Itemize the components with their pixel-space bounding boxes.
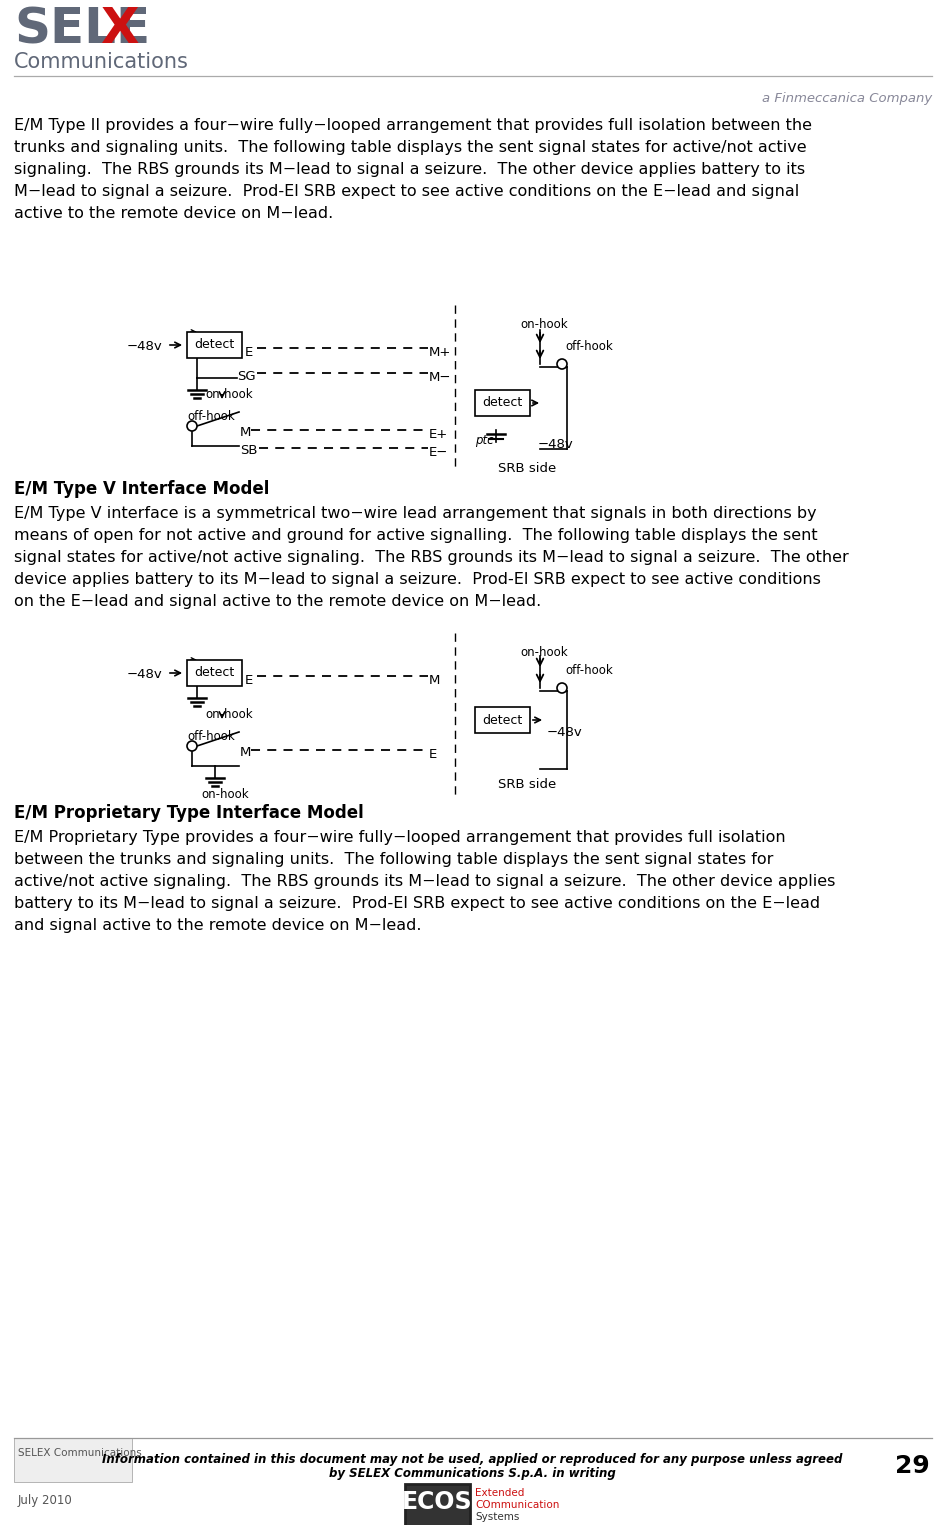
- Text: on-hook: on-hook: [205, 708, 252, 721]
- Text: SELE: SELE: [14, 5, 150, 53]
- Circle shape: [187, 421, 196, 432]
- Bar: [14, 1438, 132, 1482]
- Text: battery to its M−lead to signal a seizure.  Prod-El SRB expect to see active con: battery to its M−lead to signal a seizur…: [14, 897, 819, 910]
- Text: trunks and signaling units.  The following table displays the sent signal states: trunks and signaling units. The followin…: [14, 140, 806, 156]
- Text: active/not active signaling.  The RBS grounds its M−lead to signal a seizure.  T: active/not active signaling. The RBS gro…: [14, 874, 834, 889]
- Text: Information contained in this document may not be used, applied or reproduced fo: Information contained in this document m…: [102, 1453, 841, 1466]
- Text: between the trunks and signaling units.  The following table displays the sent s: between the trunks and signaling units. …: [14, 852, 772, 868]
- Text: on-hook: on-hook: [519, 319, 567, 331]
- Text: −48v: −48v: [126, 340, 161, 352]
- Text: E/M Proprietary Type provides a four−wire fully−looped arrangement that provides: E/M Proprietary Type provides a four−wir…: [14, 830, 784, 845]
- Text: E/M Type V interface is a symmetrical two−wire lead arrangement that signals in : E/M Type V interface is a symmetrical tw…: [14, 506, 816, 522]
- Text: by SELEX Communications S.p.A. in writing: by SELEX Communications S.p.A. in writin…: [329, 1467, 615, 1479]
- Text: means of open for not active and ground for active signalling.  The following ta: means of open for not active and ground …: [14, 528, 817, 543]
- Text: X: X: [100, 5, 139, 53]
- Text: detect: detect: [481, 714, 522, 726]
- Text: E: E: [244, 674, 253, 686]
- Text: 29: 29: [894, 1453, 929, 1478]
- Text: off-hook: off-hook: [565, 663, 612, 677]
- Text: SRB side: SRB side: [497, 462, 556, 474]
- Text: −48v: −48v: [547, 726, 582, 740]
- Text: E/M Type II provides a four−wire fully−looped arrangement that provides full iso: E/M Type II provides a four−wire fully−l…: [14, 117, 811, 133]
- Text: COmmunication: COmmunication: [475, 1501, 559, 1510]
- Bar: [475, 708, 530, 734]
- Text: E+: E+: [429, 429, 447, 441]
- Text: on-hook: on-hook: [205, 387, 252, 401]
- Text: M: M: [429, 674, 440, 686]
- Text: on-hook: on-hook: [519, 647, 567, 659]
- Bar: [475, 390, 530, 416]
- Text: detect: detect: [194, 666, 234, 680]
- Text: and signal active to the remote device on M−lead.: and signal active to the remote device o…: [14, 918, 421, 933]
- Text: SB: SB: [240, 444, 257, 458]
- Text: detect: detect: [481, 396, 522, 410]
- Circle shape: [556, 358, 566, 369]
- Text: Extended: Extended: [475, 1488, 524, 1498]
- Text: off-hook: off-hook: [187, 730, 234, 743]
- Text: ptc: ptc: [475, 435, 493, 447]
- Bar: [405, 1484, 469, 1525]
- Text: SG: SG: [237, 371, 256, 383]
- Text: off-hook: off-hook: [187, 410, 234, 422]
- Text: M−lead to signal a seizure.  Prod-El SRB expect to see active conditions on the : M−lead to signal a seizure. Prod-El SRB …: [14, 185, 799, 198]
- Text: E: E: [429, 747, 437, 761]
- Text: M+: M+: [429, 346, 451, 358]
- Text: off-hook: off-hook: [565, 340, 612, 352]
- Text: device applies battery to its M−lead to signal a seizure.  Prod-El SRB expect to: device applies battery to its M−lead to …: [14, 572, 820, 587]
- Text: detect: detect: [194, 339, 234, 351]
- Bar: [187, 660, 242, 686]
- Bar: [187, 332, 242, 358]
- Text: on-hook: on-hook: [201, 788, 248, 801]
- Text: M: M: [240, 425, 251, 439]
- Text: signal states for active/not active signaling.  The RBS grounds its M−lead to si: signal states for active/not active sign…: [14, 551, 848, 564]
- Text: M−: M−: [429, 371, 451, 384]
- Text: Communications: Communications: [14, 52, 189, 72]
- Text: SRB side: SRB side: [497, 778, 556, 791]
- Text: active to the remote device on M−lead.: active to the remote device on M−lead.: [14, 206, 333, 221]
- Text: SELEX Communications: SELEX Communications: [18, 1449, 142, 1458]
- Text: ECOS: ECOS: [401, 1490, 472, 1514]
- Text: a Finmeccanica Company: a Finmeccanica Company: [761, 92, 931, 105]
- Circle shape: [556, 683, 566, 692]
- Text: E/M Proprietary Type Interface Model: E/M Proprietary Type Interface Model: [14, 804, 363, 822]
- Text: E/M Type V Interface Model: E/M Type V Interface Model: [14, 480, 269, 499]
- Text: −48v: −48v: [537, 438, 573, 451]
- Text: E: E: [244, 346, 253, 358]
- Text: July 2010: July 2010: [18, 1494, 73, 1507]
- Text: Systems: Systems: [475, 1511, 519, 1522]
- Text: −48v: −48v: [126, 668, 161, 682]
- Text: M: M: [240, 746, 251, 759]
- Text: E−: E−: [429, 445, 447, 459]
- Text: signaling.  The RBS grounds its M−lead to signal a seizure.  The other device ap: signaling. The RBS grounds its M−lead to…: [14, 162, 804, 177]
- Circle shape: [187, 741, 196, 750]
- Text: on the E−lead and signal active to the remote device on M−lead.: on the E−lead and signal active to the r…: [14, 595, 541, 608]
